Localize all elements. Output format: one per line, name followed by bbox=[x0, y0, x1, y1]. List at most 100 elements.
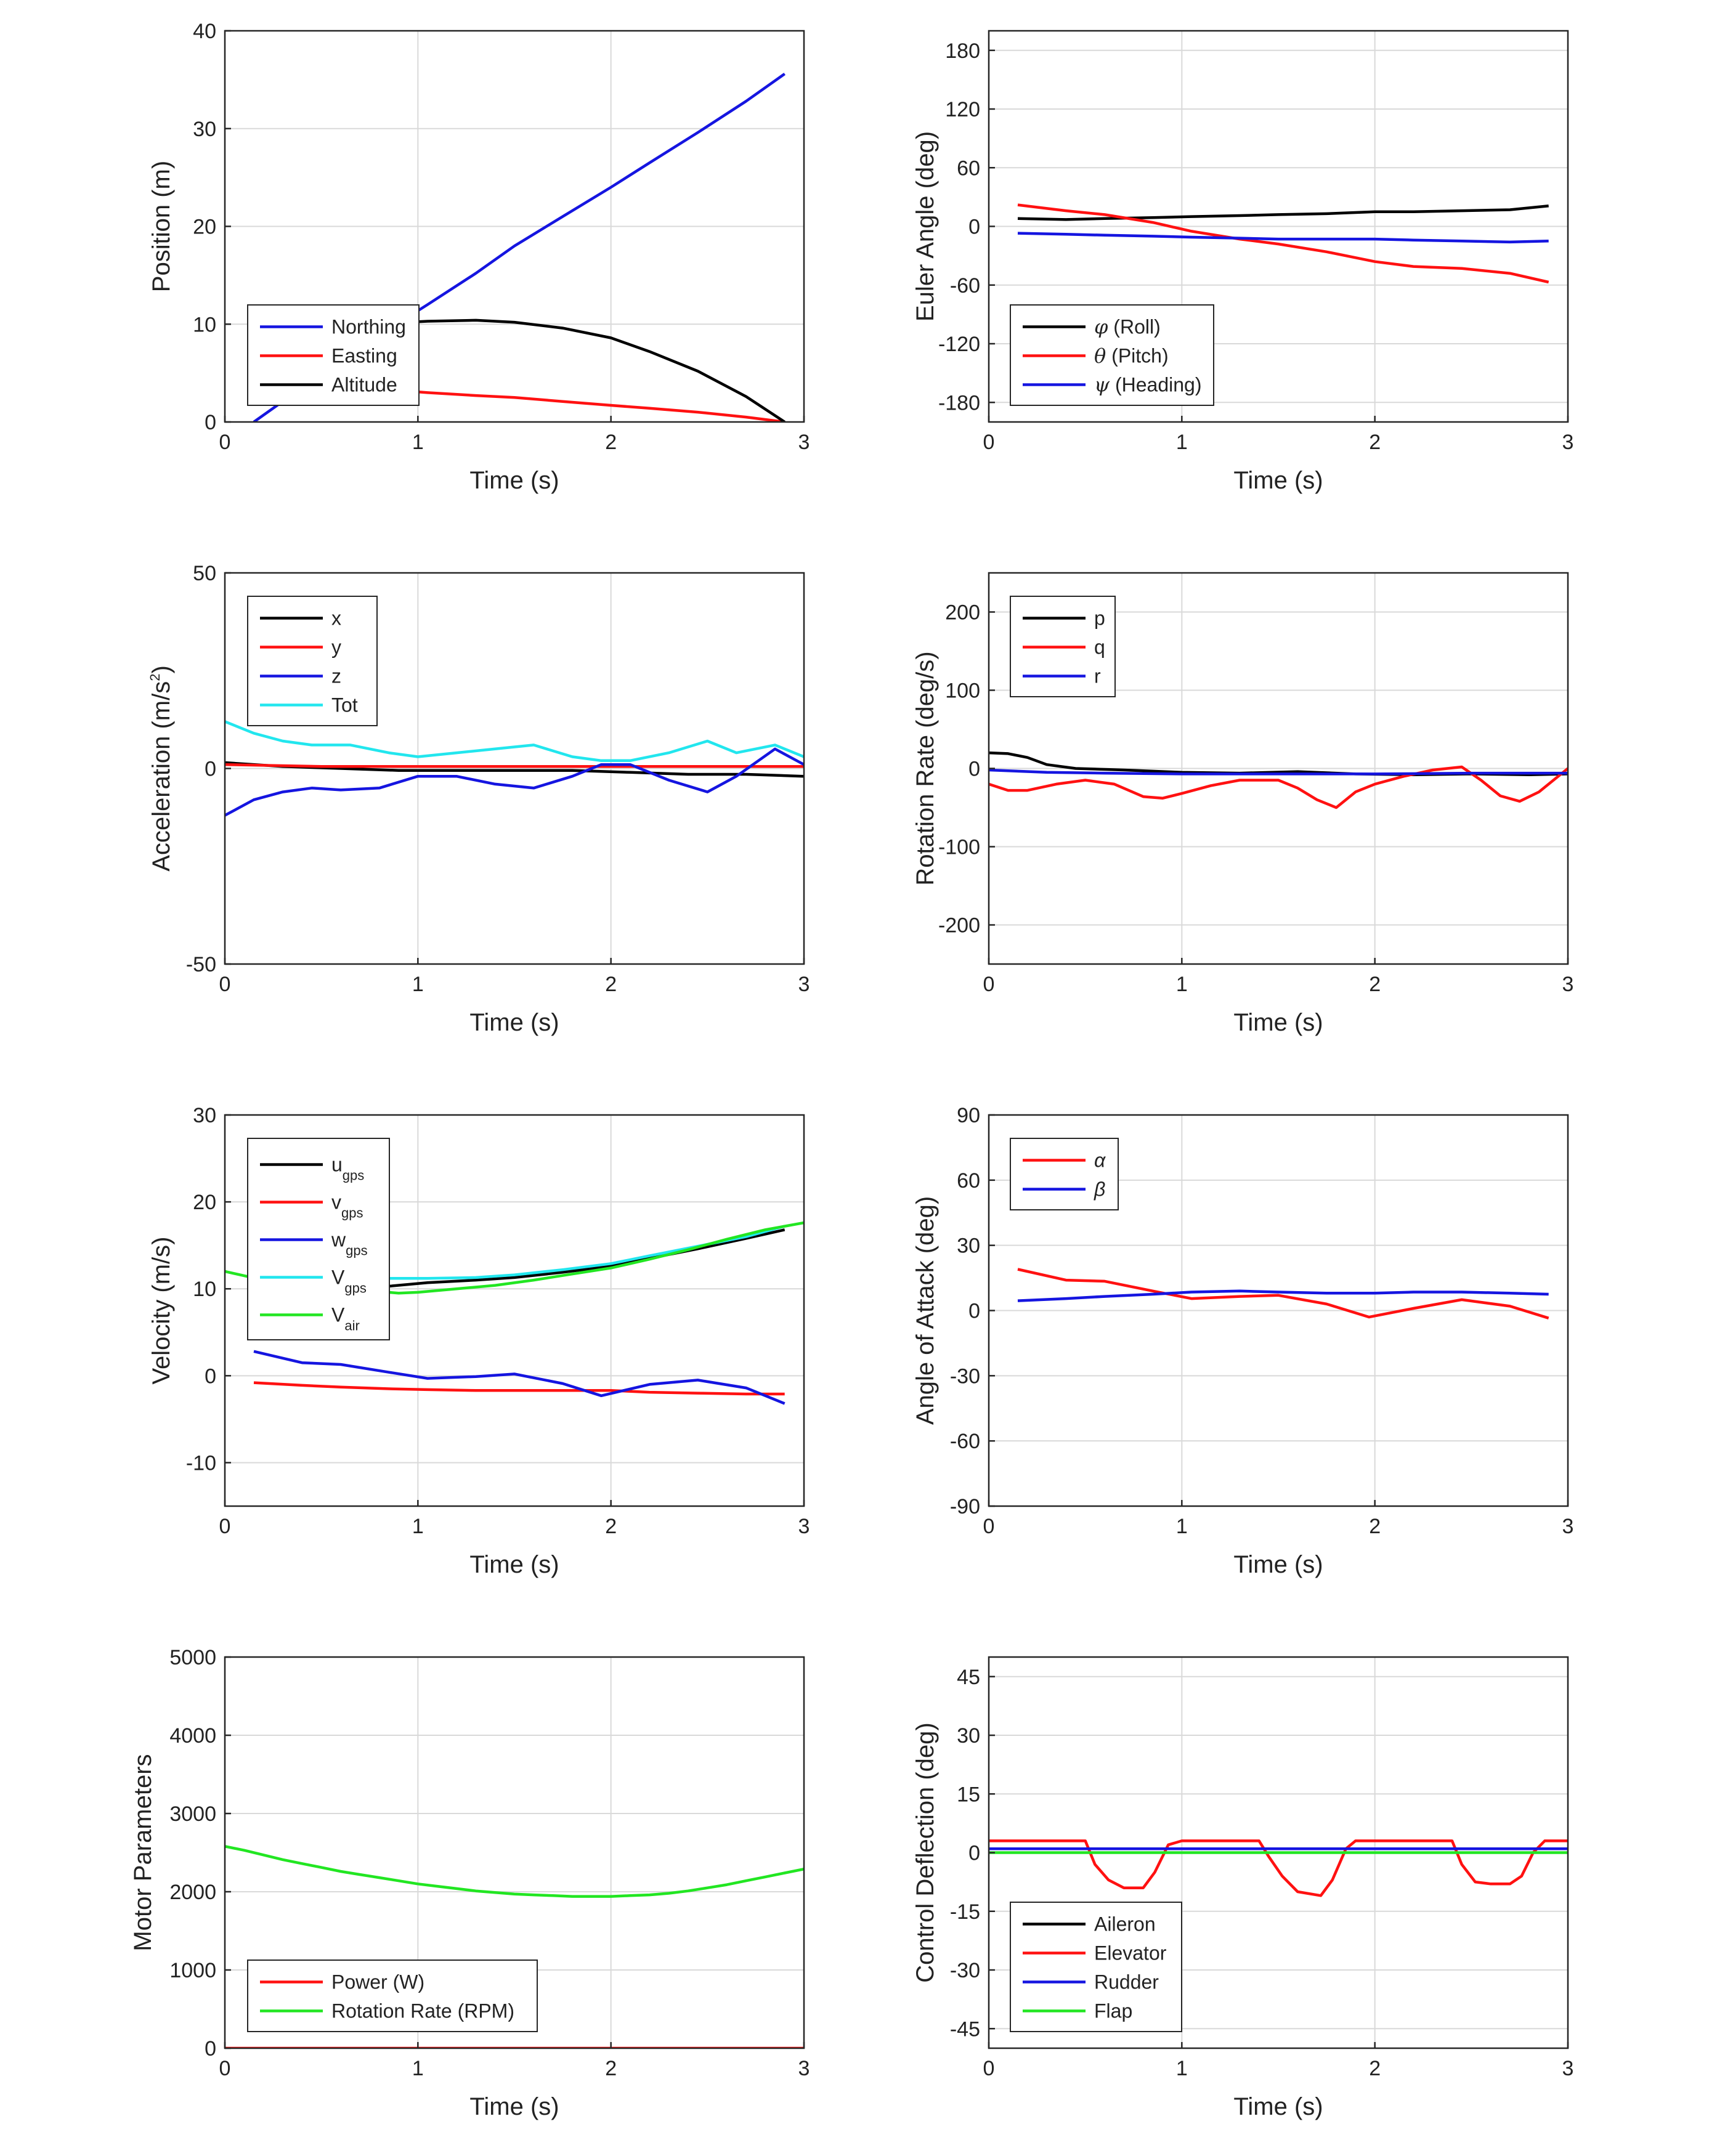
y-tick-label: 0 bbox=[205, 411, 216, 434]
x-tick-label: 1 bbox=[1176, 431, 1188, 454]
x-tick-label: 1 bbox=[412, 2057, 424, 2080]
y-tick-label: 40 bbox=[193, 20, 216, 43]
legend-entry: ugps bbox=[331, 1154, 364, 1183]
series-line bbox=[1017, 232, 1549, 244]
legend-entry: r bbox=[1094, 665, 1101, 687]
x-tick-label: 3 bbox=[1562, 973, 1574, 996]
legend-entry: Altitude bbox=[331, 374, 397, 396]
legend-entry: p bbox=[1094, 607, 1105, 630]
legend-subscript: gps bbox=[341, 1206, 363, 1221]
x-tick-label: 2 bbox=[605, 973, 617, 996]
x-tick-label: 3 bbox=[798, 2057, 810, 2080]
x-tick-label: 2 bbox=[1369, 973, 1381, 996]
series-group bbox=[1017, 1268, 1549, 1319]
x-tick-label: 2 bbox=[1369, 431, 1381, 454]
legend-entry: x bbox=[331, 607, 341, 630]
y-tick-label: 0 bbox=[968, 216, 980, 239]
x-tick-label: 3 bbox=[1562, 1515, 1574, 1538]
y-axis-label: Velocity (m/s) bbox=[148, 1236, 175, 1384]
series-line bbox=[1017, 204, 1549, 221]
y-tick-label: 2000 bbox=[169, 1881, 216, 1904]
series-group bbox=[225, 1845, 804, 2048]
legend-label: r bbox=[1094, 665, 1101, 687]
legend: xyz Tot bbox=[247, 596, 378, 726]
x-tick-label: 2 bbox=[605, 431, 617, 454]
axes-box bbox=[224, 1656, 805, 2049]
legend-entry: α bbox=[1094, 1149, 1106, 1172]
legend-label: q bbox=[1094, 636, 1105, 659]
chart-control: 0 1 2 3 -45 -30 -15 0 15 30 45 Time (s) Control Defl… bbox=[912, 1656, 1574, 2120]
legend: Northing Easting Altitude bbox=[247, 304, 420, 406]
y-tick-label: 0 bbox=[205, 758, 216, 781]
series-line bbox=[225, 761, 804, 778]
y-axis-label: Euler Angle (deg) bbox=[912, 131, 939, 322]
y-tick-label: 200 bbox=[945, 601, 980, 625]
y-tick-label: 4000 bbox=[169, 1724, 216, 1748]
chart-rotrate: 0 1 2 3 -200 -100 0 100 200 Time (s) Rotation Rate… bbox=[912, 572, 1574, 1036]
series-group bbox=[989, 1839, 1568, 1897]
x-axis-label: Time (s) bbox=[469, 2093, 559, 2120]
x-tick-label: 0 bbox=[219, 2057, 231, 2080]
y-tick-label: 30 bbox=[193, 1104, 216, 1127]
x-tick-label: 2 bbox=[1369, 1515, 1381, 1538]
y-tick-label: 0 bbox=[205, 1364, 216, 1388]
y-tick-label: 10 bbox=[193, 313, 216, 336]
series-line bbox=[989, 1839, 1568, 1897]
y-tick-label: -180 bbox=[938, 391, 980, 415]
x-tick-label: 3 bbox=[1562, 2057, 1574, 2080]
legend-entry: z bbox=[331, 665, 341, 687]
y-tick-label: -30 bbox=[950, 1364, 980, 1388]
y-tick-label: 1000 bbox=[169, 1959, 216, 1982]
legend-entry: φ (Roll) bbox=[1094, 315, 1161, 339]
y-tick-label: -200 bbox=[938, 914, 980, 938]
x-tick-label: 3 bbox=[798, 973, 810, 996]
y-tick-label: 60 bbox=[957, 1169, 980, 1193]
legend-entry: Rudder bbox=[1094, 1971, 1159, 1993]
y-tick-label: -60 bbox=[950, 274, 980, 298]
y-axis-label: Rotation Rate (deg/s) bbox=[912, 651, 939, 885]
legend-symbol: ψ bbox=[1094, 373, 1110, 397]
x-tick-label: 0 bbox=[983, 2057, 995, 2080]
series-group bbox=[989, 751, 1568, 809]
legend-entry: θ (Pitch) bbox=[1094, 344, 1169, 368]
legend: Aileron Elevator Rudder Flap bbox=[1010, 1902, 1182, 2032]
y-tick-label: 50 bbox=[193, 562, 216, 585]
legend-label: Rudder bbox=[1094, 1971, 1159, 1993]
y-axis-label: Motor Parameters bbox=[129, 1754, 156, 1951]
y-tick-label: 180 bbox=[945, 39, 980, 63]
x-tick-label: 0 bbox=[983, 431, 995, 454]
y-axis-label-sup: 2 bbox=[147, 674, 163, 681]
series-group bbox=[225, 720, 804, 817]
y-tick-label: 15 bbox=[957, 1783, 980, 1806]
legend-symbol: θ bbox=[1094, 344, 1106, 368]
y-tick-label: 30 bbox=[957, 1234, 980, 1258]
legend-label: Aileron bbox=[1094, 1913, 1156, 1935]
y-tick-label: 20 bbox=[193, 1191, 216, 1214]
series-group bbox=[1017, 203, 1549, 284]
legend-entry: Tot bbox=[331, 694, 358, 716]
legend-label: w bbox=[331, 1229, 346, 1251]
series-line bbox=[989, 765, 1568, 809]
y-axis-label: Control Deflection (deg) bbox=[912, 1722, 939, 1982]
series-line bbox=[225, 763, 804, 768]
legend-label: x bbox=[331, 607, 341, 630]
legend-label: u bbox=[331, 1154, 343, 1176]
legend-subscript: gps bbox=[344, 1281, 366, 1296]
y-axis-label-tail: ) bbox=[148, 665, 175, 673]
legend-entry: Easting bbox=[331, 345, 397, 367]
chart-motor: 0 1 2 3 0 1000 2000 3000 4000 5000 Time (s) Motor P… bbox=[129, 1646, 810, 2120]
legend-entry: Vgps bbox=[331, 1266, 367, 1296]
y-axis-label: Angle of Attack (deg) bbox=[912, 1196, 939, 1425]
legend-label: Flap bbox=[1094, 2000, 1132, 2022]
x-tick-label: 2 bbox=[605, 2057, 617, 2080]
legend-entry: Aileron bbox=[1094, 1913, 1156, 1935]
series-line bbox=[225, 720, 804, 763]
legend: φ (Roll)θ (Pitch)ψ (Heading) bbox=[1010, 304, 1214, 406]
x-axis-label: Time (s) bbox=[1233, 1551, 1323, 1578]
legend: Power (W) Rotation Rate (RPM) bbox=[247, 1959, 538, 2032]
x-axis-label: Time (s) bbox=[1233, 467, 1323, 494]
legend-entry: vgps bbox=[331, 1191, 363, 1221]
legend-symbol: φ bbox=[1094, 315, 1108, 339]
x-axis-label: Time (s) bbox=[1233, 1009, 1323, 1036]
